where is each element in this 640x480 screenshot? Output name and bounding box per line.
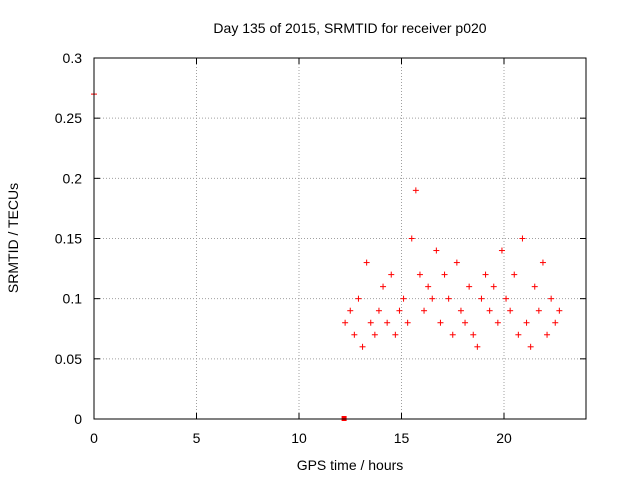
data-point [494,319,501,326]
data-point [400,295,407,302]
data-point [552,319,559,326]
data-point [515,331,522,338]
data-point [384,319,391,326]
y-tick-label: 0.2 [63,170,83,186]
data-point [404,319,411,326]
data-point [371,331,378,338]
data-point [470,331,477,338]
chart-title: Day 135 of 2015, SRMTID for receiver p02… [213,20,486,36]
y-tick-label: 0.05 [55,351,82,367]
x-tick-label: 0 [90,430,98,446]
y-tick-label: 0.15 [55,231,82,247]
data-point [527,343,534,350]
data-point [490,283,497,290]
data-point [412,187,419,194]
points-layer [91,91,563,421]
data-point [380,283,387,290]
data-point [342,319,349,326]
data-point [474,343,481,350]
data-point [421,307,428,314]
data-point [392,331,399,338]
data-point [363,259,370,266]
data-point [548,295,555,302]
data-point [556,307,563,314]
data-point [519,235,526,242]
data-point [466,283,473,290]
y-axis-label: SRMTID / TECUs [5,183,21,293]
grid-layer [94,58,586,419]
data-point [375,307,382,314]
data-point [437,319,444,326]
data-point [503,295,510,302]
data-point [486,307,493,314]
data-point [347,307,354,314]
y-tick-label: 0.25 [55,110,82,126]
data-point [416,271,423,278]
data-point [396,307,403,314]
data-point [531,283,538,290]
y-tick-label: 0.1 [63,291,83,307]
data-point [367,319,374,326]
x-tick-label: 10 [291,430,307,446]
data-point [425,283,432,290]
data-point [457,307,464,314]
data-point [429,295,436,302]
data-point [408,235,415,242]
data-point [507,307,514,314]
data-point [498,247,505,254]
data-point [449,331,456,338]
data-point [351,331,358,338]
ticks-layer: 0 0.05 0.1 0.15 0.2 0.25 0.3 0 5 10 15 20 [55,50,586,446]
data-point [482,271,489,278]
data-point [535,307,542,314]
data-point [388,271,395,278]
x-tick-label: 5 [193,430,201,446]
data-point [511,271,518,278]
x-axis-label: GPS time / hours [297,457,404,473]
data-point [523,319,530,326]
y-tick-label: 0 [74,411,82,427]
data-point [539,259,546,266]
data-point [355,295,362,302]
data-point [359,343,366,350]
y-tick-label: 0.3 [63,50,83,66]
data-point [433,247,440,254]
x-tick-label: 20 [496,430,512,446]
data-point [453,259,460,266]
data-point [544,331,551,338]
data-point [441,271,448,278]
data-point [478,295,485,302]
data-point [462,319,469,326]
data-point [445,295,452,302]
x-tick-label: 15 [394,430,410,446]
